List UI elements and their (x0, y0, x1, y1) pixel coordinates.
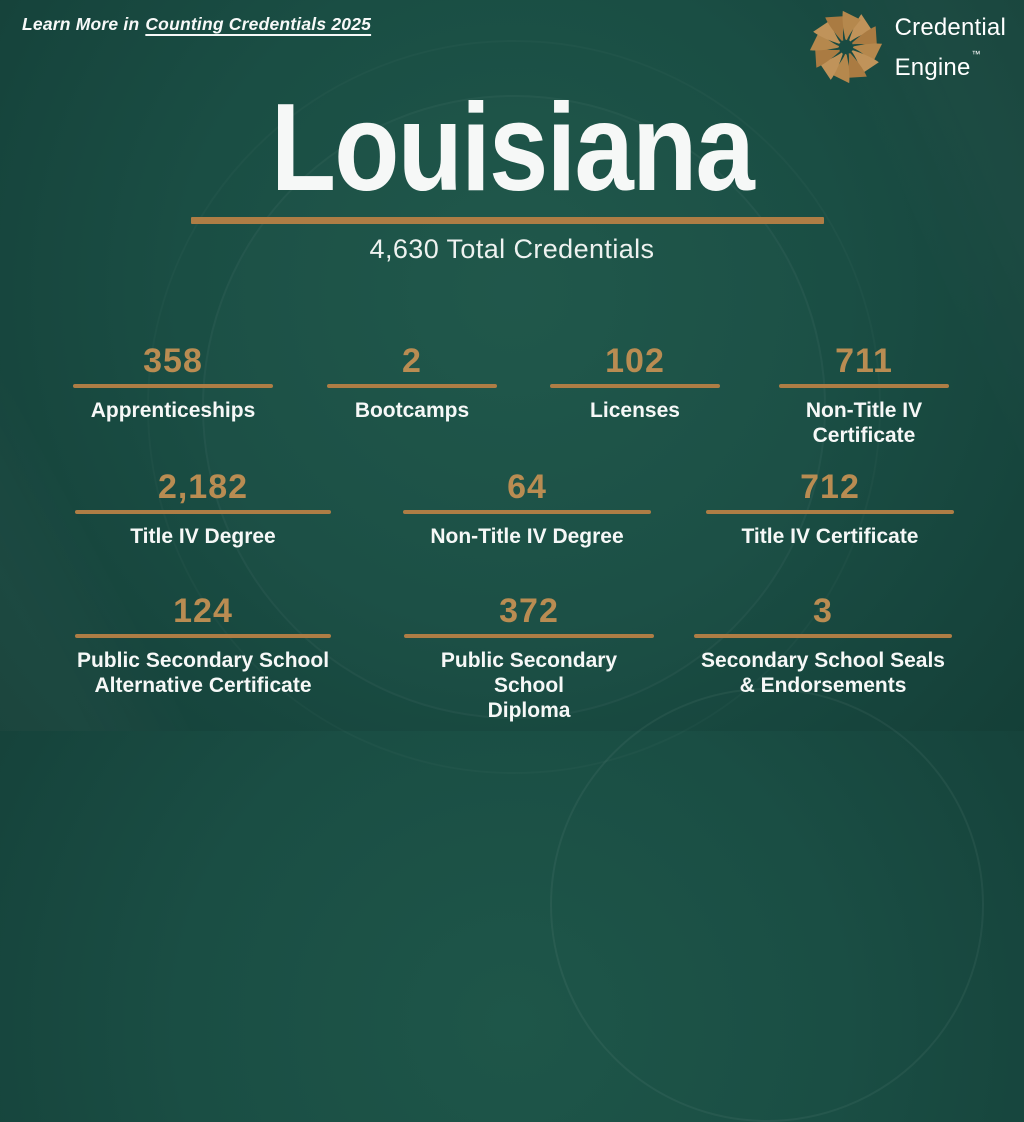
credential-engine-logo-icon (809, 10, 882, 84)
stat-underline (403, 510, 651, 514)
counting-credentials-link[interactable]: Counting Credentials 2025 (145, 14, 372, 34)
brand-lockup: Credential Engine™ (809, 10, 1006, 84)
stat-label: Title IV Certificate (741, 525, 919, 548)
stat-bootcamps: 2 Bootcamps (327, 344, 497, 423)
learn-more-text: Learn More in Counting Credentials 2025 (22, 14, 371, 35)
stat-value: 712 (800, 468, 860, 506)
stat-title-iv-degree: 2,182 Title IV Degree (75, 470, 331, 549)
brand-line2: Engine (894, 53, 971, 81)
stat-label: Title IV Degree (130, 525, 276, 548)
stat-label: Secondary School Seals & Endorsements (701, 649, 945, 697)
stat-value: 2 (402, 342, 422, 380)
stat-value: 372 (499, 592, 559, 630)
stat-label: Non-Title IV Degree (430, 525, 624, 548)
stat-underline (779, 384, 949, 388)
learn-more-prefix: Learn More in (22, 14, 140, 34)
stat-public-secondary-school-alternative-certificate: 124 Public Secondary School Alternative … (75, 594, 331, 698)
stat-title-iv-certificate: 712 Title IV Certificate (706, 470, 954, 549)
stat-underline (550, 384, 720, 388)
stat-label: Public Secondary School Alternative Cert… (76, 649, 330, 697)
stat-label: Non-Title IV Certificate (805, 399, 923, 447)
stat-non-title-iv-certificate: 711 Non-Title IV Certificate (779, 344, 949, 448)
stat-underline (706, 510, 954, 514)
stat-label: Apprenticeships (90, 399, 256, 422)
stat-underline (75, 634, 331, 638)
stat-non-title-iv-degree: 64 Non-Title IV Degree (403, 470, 651, 549)
page-title: Louisiana (270, 79, 755, 217)
stat-secondary-school-seals-endorsements: 3 Secondary School Seals & Endorsements (694, 594, 952, 698)
stat-licenses: 102 Licenses (550, 344, 720, 423)
stat-label: Public Secondary School Diploma (440, 649, 618, 722)
stat-apprenticeships: 358 Apprenticeships (73, 344, 273, 423)
total-credentials-subtitle: 4,630 Total Credentials (369, 234, 655, 264)
brand-line1: Credential (894, 13, 1006, 41)
stat-underline (327, 384, 497, 388)
stat-value: 64 (507, 468, 547, 506)
stat-value: 358 (143, 342, 203, 380)
stat-value: 124 (173, 592, 233, 630)
stat-label: Bootcamps (354, 399, 470, 422)
stat-value: 102 (605, 342, 665, 380)
stat-label: Licenses (590, 399, 680, 422)
trademark-symbol: ™ (971, 48, 981, 59)
title-underline (191, 217, 824, 224)
stat-underline (694, 634, 952, 638)
stat-value: 2,182 (157, 468, 249, 506)
stat-underline (404, 634, 654, 638)
stat-value: 711 (835, 342, 893, 380)
stat-value: 3 (813, 592, 833, 630)
stat-public-secondary-school-diploma: 372 Public Secondary School Diploma (404, 594, 654, 723)
background-circle-bottom (550, 688, 984, 1122)
stat-underline (75, 510, 331, 514)
brand-name: Credential Engine™ (895, 14, 1006, 81)
stat-underline (73, 384, 273, 388)
